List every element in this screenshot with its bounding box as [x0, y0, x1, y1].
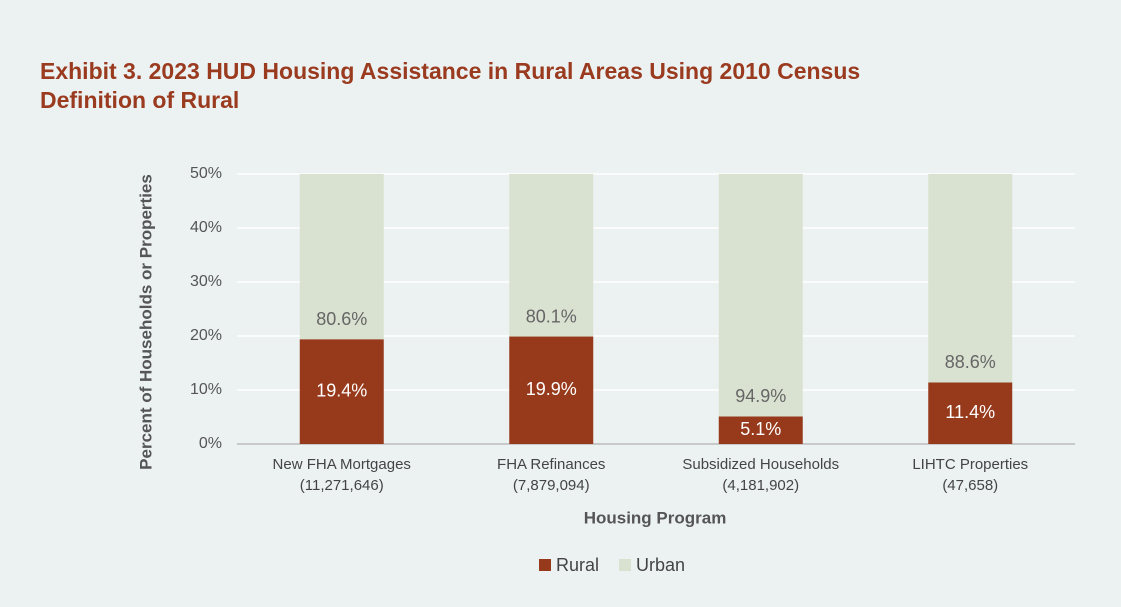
x-tick-label: FHA Refinances [497, 456, 605, 473]
data-label: 88.6% [945, 352, 996, 372]
data-label: 5.1% [740, 419, 781, 439]
bar-segment [928, 174, 1013, 383]
y-axis-label: Percent of Households or Properties [136, 174, 155, 470]
x-tick-label: New FHA Mortgages [273, 456, 411, 473]
plot-area [299, 174, 1013, 444]
data-label: 94.9% [735, 386, 786, 406]
bar-segment [718, 174, 803, 417]
x-axis-label: Housing Program [584, 508, 727, 527]
y-tick-label: 30% [190, 273, 222, 290]
bar-segment [299, 174, 384, 340]
data-label: 11.4% [945, 402, 995, 422]
y-tick-label: 50% [190, 165, 222, 182]
data-label: 80.1% [526, 306, 577, 326]
data-label: 19.4% [316, 380, 367, 400]
x-tick-label: (7,879,094) [513, 477, 590, 494]
legend-swatch [539, 559, 551, 571]
x-tick-label: LIHTC Properties [912, 456, 1028, 473]
x-tick-label: (11,271,646) [300, 477, 384, 494]
bar-segment [928, 382, 1013, 444]
legend-swatch [619, 559, 632, 571]
y-tick-label: 0% [199, 435, 222, 452]
chart-title: Definition of Rural [40, 87, 239, 113]
x-tick-label: Subsidized Households [682, 456, 839, 473]
y-tick-label: 20% [190, 327, 222, 344]
x-tick-label: (4,181,902) [722, 477, 799, 494]
bar-segment [509, 336, 594, 444]
bar-segment [299, 339, 384, 444]
chart-title: Exhibit 3. 2023 HUD Housing Assistance i… [40, 58, 860, 84]
bar-segment [509, 174, 594, 337]
y-tick-label: 10% [190, 381, 222, 398]
data-label: 80.6% [316, 309, 367, 329]
data-label: 19.9% [526, 379, 577, 399]
legend-label: Rural [556, 555, 599, 575]
bar-segment [718, 416, 803, 444]
x-tick-label: (47,658) [942, 477, 998, 494]
y-tick-label: 40% [190, 219, 222, 236]
legend-label: Urban [636, 555, 685, 575]
